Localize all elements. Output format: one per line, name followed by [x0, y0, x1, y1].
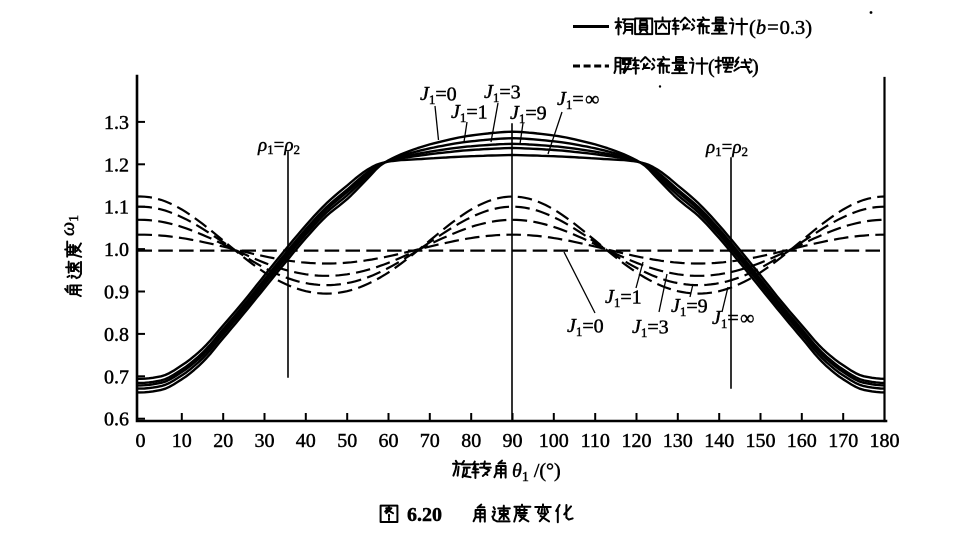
svg-text:ρ1=ρ2: ρ1=ρ2 — [257, 135, 300, 157]
svg-text:110: 110 — [581, 430, 610, 452]
svg-text:J1=0: J1=0 — [567, 315, 604, 339]
svg-text:130: 130 — [663, 430, 693, 452]
svg-text:J1=9: J1=9 — [510, 102, 547, 126]
svg-text:140: 140 — [704, 430, 734, 452]
svg-text:150: 150 — [746, 430, 776, 452]
svg-text:170: 170 — [828, 430, 858, 452]
svg-text:θ1 /(°): θ1 /(°) — [512, 460, 561, 485]
svg-text:100: 100 — [539, 430, 569, 452]
svg-text:0: 0 — [136, 430, 146, 452]
svg-text:0.9: 0.9 — [104, 282, 129, 304]
svg-text:160: 160 — [787, 430, 817, 452]
svg-text:ρ1=ρ2: ρ1=ρ2 — [705, 137, 748, 159]
svg-text:J1=1: J1=1 — [451, 101, 488, 125]
svg-text:(: ( — [708, 56, 715, 78]
svg-text:J1=∞: J1=∞ — [712, 307, 754, 331]
svg-text:1.1: 1.1 — [104, 197, 129, 219]
svg-text:J1=3: J1=3 — [484, 81, 521, 105]
svg-text:J1=1: J1=1 — [605, 286, 642, 310]
svg-text:J1=9: J1=9 — [671, 295, 708, 319]
svg-text:20: 20 — [213, 430, 233, 452]
svg-text:0.6: 0.6 — [104, 409, 129, 431]
svg-text:6.20: 6.20 — [407, 504, 442, 526]
svg-text:40: 40 — [296, 430, 316, 452]
svg-text:0.8: 0.8 — [104, 324, 129, 346]
svg-text:70: 70 — [420, 430, 440, 452]
svg-text:J1=0: J1=0 — [420, 83, 457, 107]
svg-text:J1=3: J1=3 — [632, 316, 669, 340]
svg-text:50: 50 — [337, 430, 357, 452]
svg-text:ω1: ω1 — [57, 215, 82, 236]
svg-text:120: 120 — [622, 430, 652, 452]
svg-text:1.3: 1.3 — [104, 112, 129, 134]
svg-text:60: 60 — [379, 430, 399, 452]
svg-text:1.2: 1.2 — [104, 154, 129, 176]
svg-text:80: 80 — [461, 430, 481, 452]
svg-text:30: 30 — [255, 430, 275, 452]
svg-text:10: 10 — [172, 430, 192, 452]
svg-text:1.0: 1.0 — [104, 239, 129, 261]
svg-text:180: 180 — [870, 430, 900, 452]
svg-text:(b=0.3): (b=0.3) — [749, 17, 812, 39]
svg-text:): ) — [752, 56, 759, 78]
svg-text:J1=∞: J1=∞ — [557, 88, 599, 112]
svg-text:90: 90 — [503, 430, 523, 452]
svg-text:0.7: 0.7 — [104, 366, 129, 388]
